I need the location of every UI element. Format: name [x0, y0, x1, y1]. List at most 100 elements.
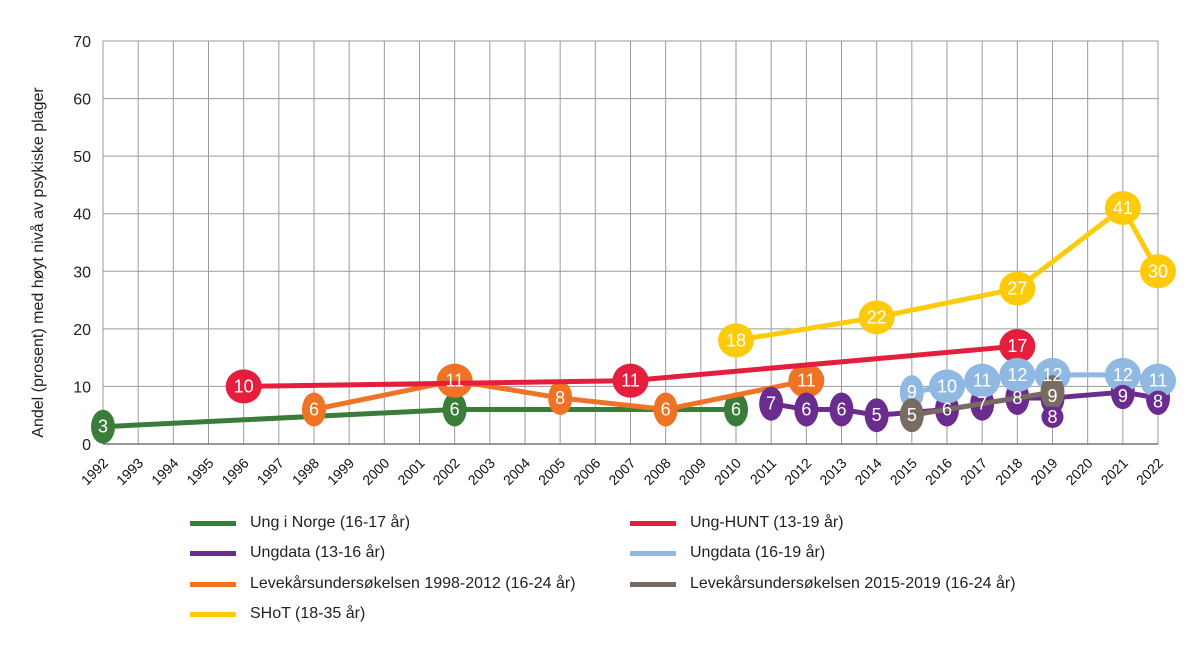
- x-tick-label: 2000: [359, 455, 392, 488]
- x-tick-label: 2013: [816, 455, 849, 488]
- data-label-backing: [1041, 384, 1064, 407]
- data-point: [724, 392, 748, 427]
- y-tick-label: 70: [73, 34, 91, 51]
- data-label: 18: [726, 330, 746, 350]
- data-label: 7: [766, 394, 776, 414]
- data-point: [999, 271, 1036, 306]
- data-label: 8: [1153, 392, 1163, 412]
- data-label: 6: [731, 399, 741, 419]
- data-point: [794, 392, 819, 427]
- data-point: [653, 392, 678, 427]
- x-tick-label: 2021: [1098, 455, 1131, 488]
- y-tick-label: 20: [73, 322, 91, 339]
- data-label-backing: [1111, 384, 1134, 407]
- data-label: 22: [867, 307, 887, 327]
- data-label: 11: [1149, 371, 1168, 391]
- data-point: [999, 357, 1036, 392]
- x-tick-label: 1994: [148, 455, 181, 488]
- x-tick-label: 1995: [183, 455, 216, 488]
- data-label: 8: [1047, 407, 1057, 427]
- y-axis-label: Andel (prosent) med høyt nivå av psykisk…: [29, 87, 47, 438]
- x-tick-label: 1992: [78, 455, 111, 488]
- data-point: [929, 369, 965, 404]
- data-label: 6: [450, 399, 460, 419]
- x-tick-label: 2016: [922, 455, 955, 488]
- y-tick-label: 50: [73, 149, 91, 166]
- x-tick-label: 2015: [887, 455, 920, 488]
- x-tick-label: 2022: [1133, 455, 1166, 488]
- x-tick-label: 2003: [465, 455, 498, 488]
- data-point: [999, 329, 1036, 364]
- data-point: [1140, 363, 1176, 398]
- data-label: 12: [1007, 365, 1027, 385]
- data-label: 5: [907, 405, 917, 425]
- data-point: [91, 409, 115, 444]
- data-label: 10: [234, 376, 254, 396]
- data-point: [1104, 357, 1141, 392]
- series-0: [91, 392, 748, 444]
- x-tick-label: 2012: [781, 455, 814, 488]
- x-tick-label: 2014: [851, 455, 884, 488]
- x-tick-label: 2004: [500, 455, 533, 488]
- data-label: 6: [836, 399, 846, 419]
- data-point: [759, 386, 784, 421]
- data-label: 30: [1148, 261, 1168, 281]
- data-label: 17: [1007, 336, 1027, 356]
- series-line: [770, 389, 1159, 418]
- x-tick-label: 2011: [747, 455, 780, 488]
- data-label: 9: [1047, 386, 1057, 406]
- data-point: [548, 380, 573, 415]
- data-label: 7: [977, 394, 987, 414]
- y-tick-label: 0: [82, 437, 91, 454]
- data-point: [718, 323, 754, 358]
- data-label: 12: [1042, 365, 1062, 385]
- x-tick-label: 2008: [640, 455, 673, 488]
- x-tick-label: 2001: [394, 455, 427, 488]
- y-tick-label: 30: [73, 264, 91, 281]
- data-label-backing: [1041, 405, 1064, 428]
- series-line: [911, 389, 1053, 418]
- x-tick-label: 1998: [289, 455, 322, 488]
- data-point: [788, 363, 825, 398]
- x-tick-label: 2002: [429, 455, 462, 488]
- series-6: [718, 190, 1176, 358]
- data-label: 27: [1007, 279, 1027, 299]
- series-3: [899, 357, 1176, 410]
- data-label: 6: [309, 399, 319, 419]
- data-point: [225, 369, 262, 404]
- data-label: 11: [797, 371, 816, 391]
- data-label: 6: [801, 399, 811, 419]
- x-tick-label: 2017: [957, 455, 990, 488]
- data-point: [1104, 190, 1141, 225]
- data-label: 11: [973, 371, 992, 391]
- data-label: 6: [942, 399, 952, 419]
- data-label-backing: [1147, 390, 1169, 413]
- x-tick-label: 2005: [535, 455, 568, 488]
- data-point: [899, 398, 924, 433]
- y-tick-label: 10: [73, 379, 91, 396]
- data-point: [1140, 254, 1176, 289]
- x-tick-label: 1999: [324, 455, 357, 488]
- data-label: 9: [907, 382, 917, 402]
- x-tick-label: 2009: [676, 455, 709, 488]
- data-label: 11: [445, 371, 464, 391]
- x-tick-label: 2020: [1062, 455, 1095, 488]
- y-tick-label: 40: [73, 207, 91, 224]
- data-label: 8: [555, 388, 565, 408]
- x-tick-label: 2019: [1027, 455, 1060, 488]
- data-label: 10: [937, 376, 957, 396]
- x-tick-label: 1997: [254, 455, 287, 488]
- x-tick-label: 1993: [113, 455, 146, 488]
- data-point: [858, 300, 895, 335]
- data-label: 8: [1012, 388, 1022, 408]
- x-tick-label: 1996: [218, 455, 251, 488]
- data-point: [829, 392, 854, 427]
- data-point: [442, 392, 467, 427]
- series-4: [302, 363, 825, 427]
- series-1: [225, 329, 1036, 404]
- data-label: 3: [98, 417, 108, 437]
- data-label: 41: [1113, 198, 1133, 218]
